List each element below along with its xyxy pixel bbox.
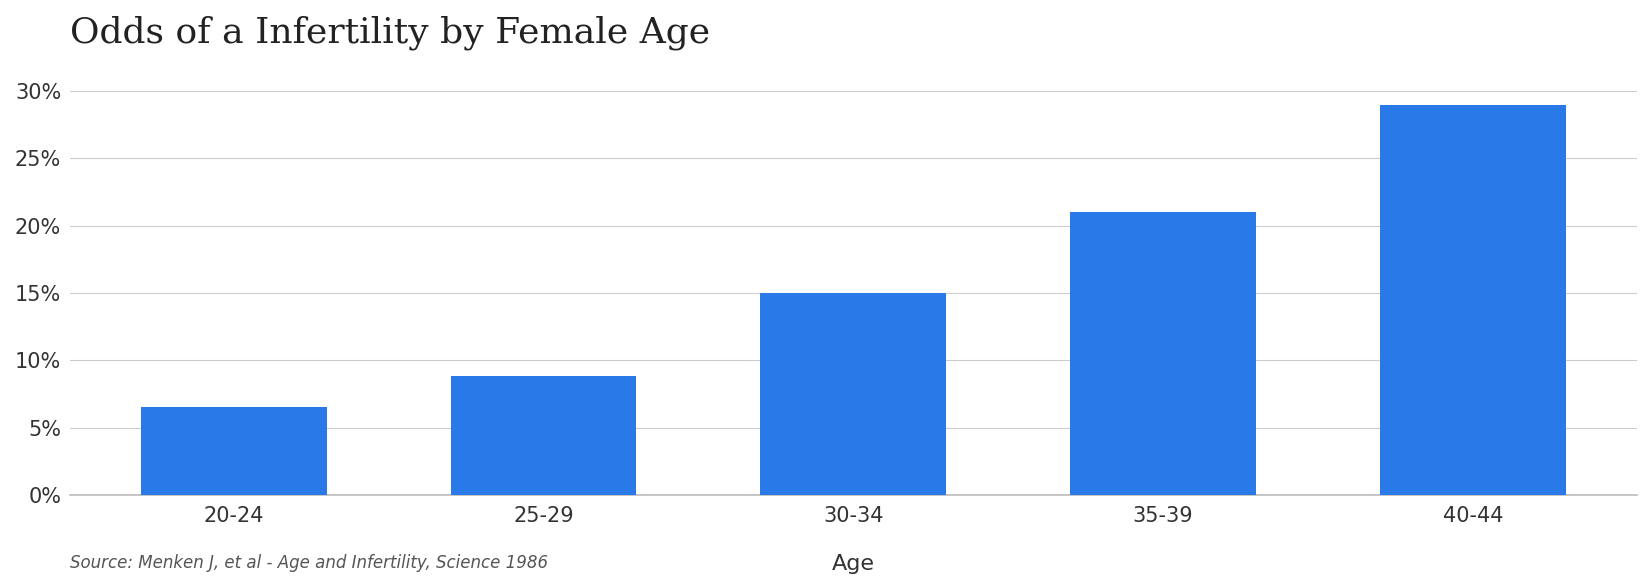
Text: Source: Menken J, et al - Age and Infertility, Science 1986: Source: Menken J, et al - Age and Infert… — [69, 554, 548, 572]
Bar — [451, 376, 636, 495]
Bar — [1379, 105, 1566, 495]
Bar — [760, 293, 947, 495]
Text: Age: Age — [833, 554, 876, 574]
Bar — [1070, 212, 1256, 495]
Bar — [140, 407, 327, 495]
Text: Odds of a Infertility by Female Age: Odds of a Infertility by Female Age — [69, 15, 710, 49]
